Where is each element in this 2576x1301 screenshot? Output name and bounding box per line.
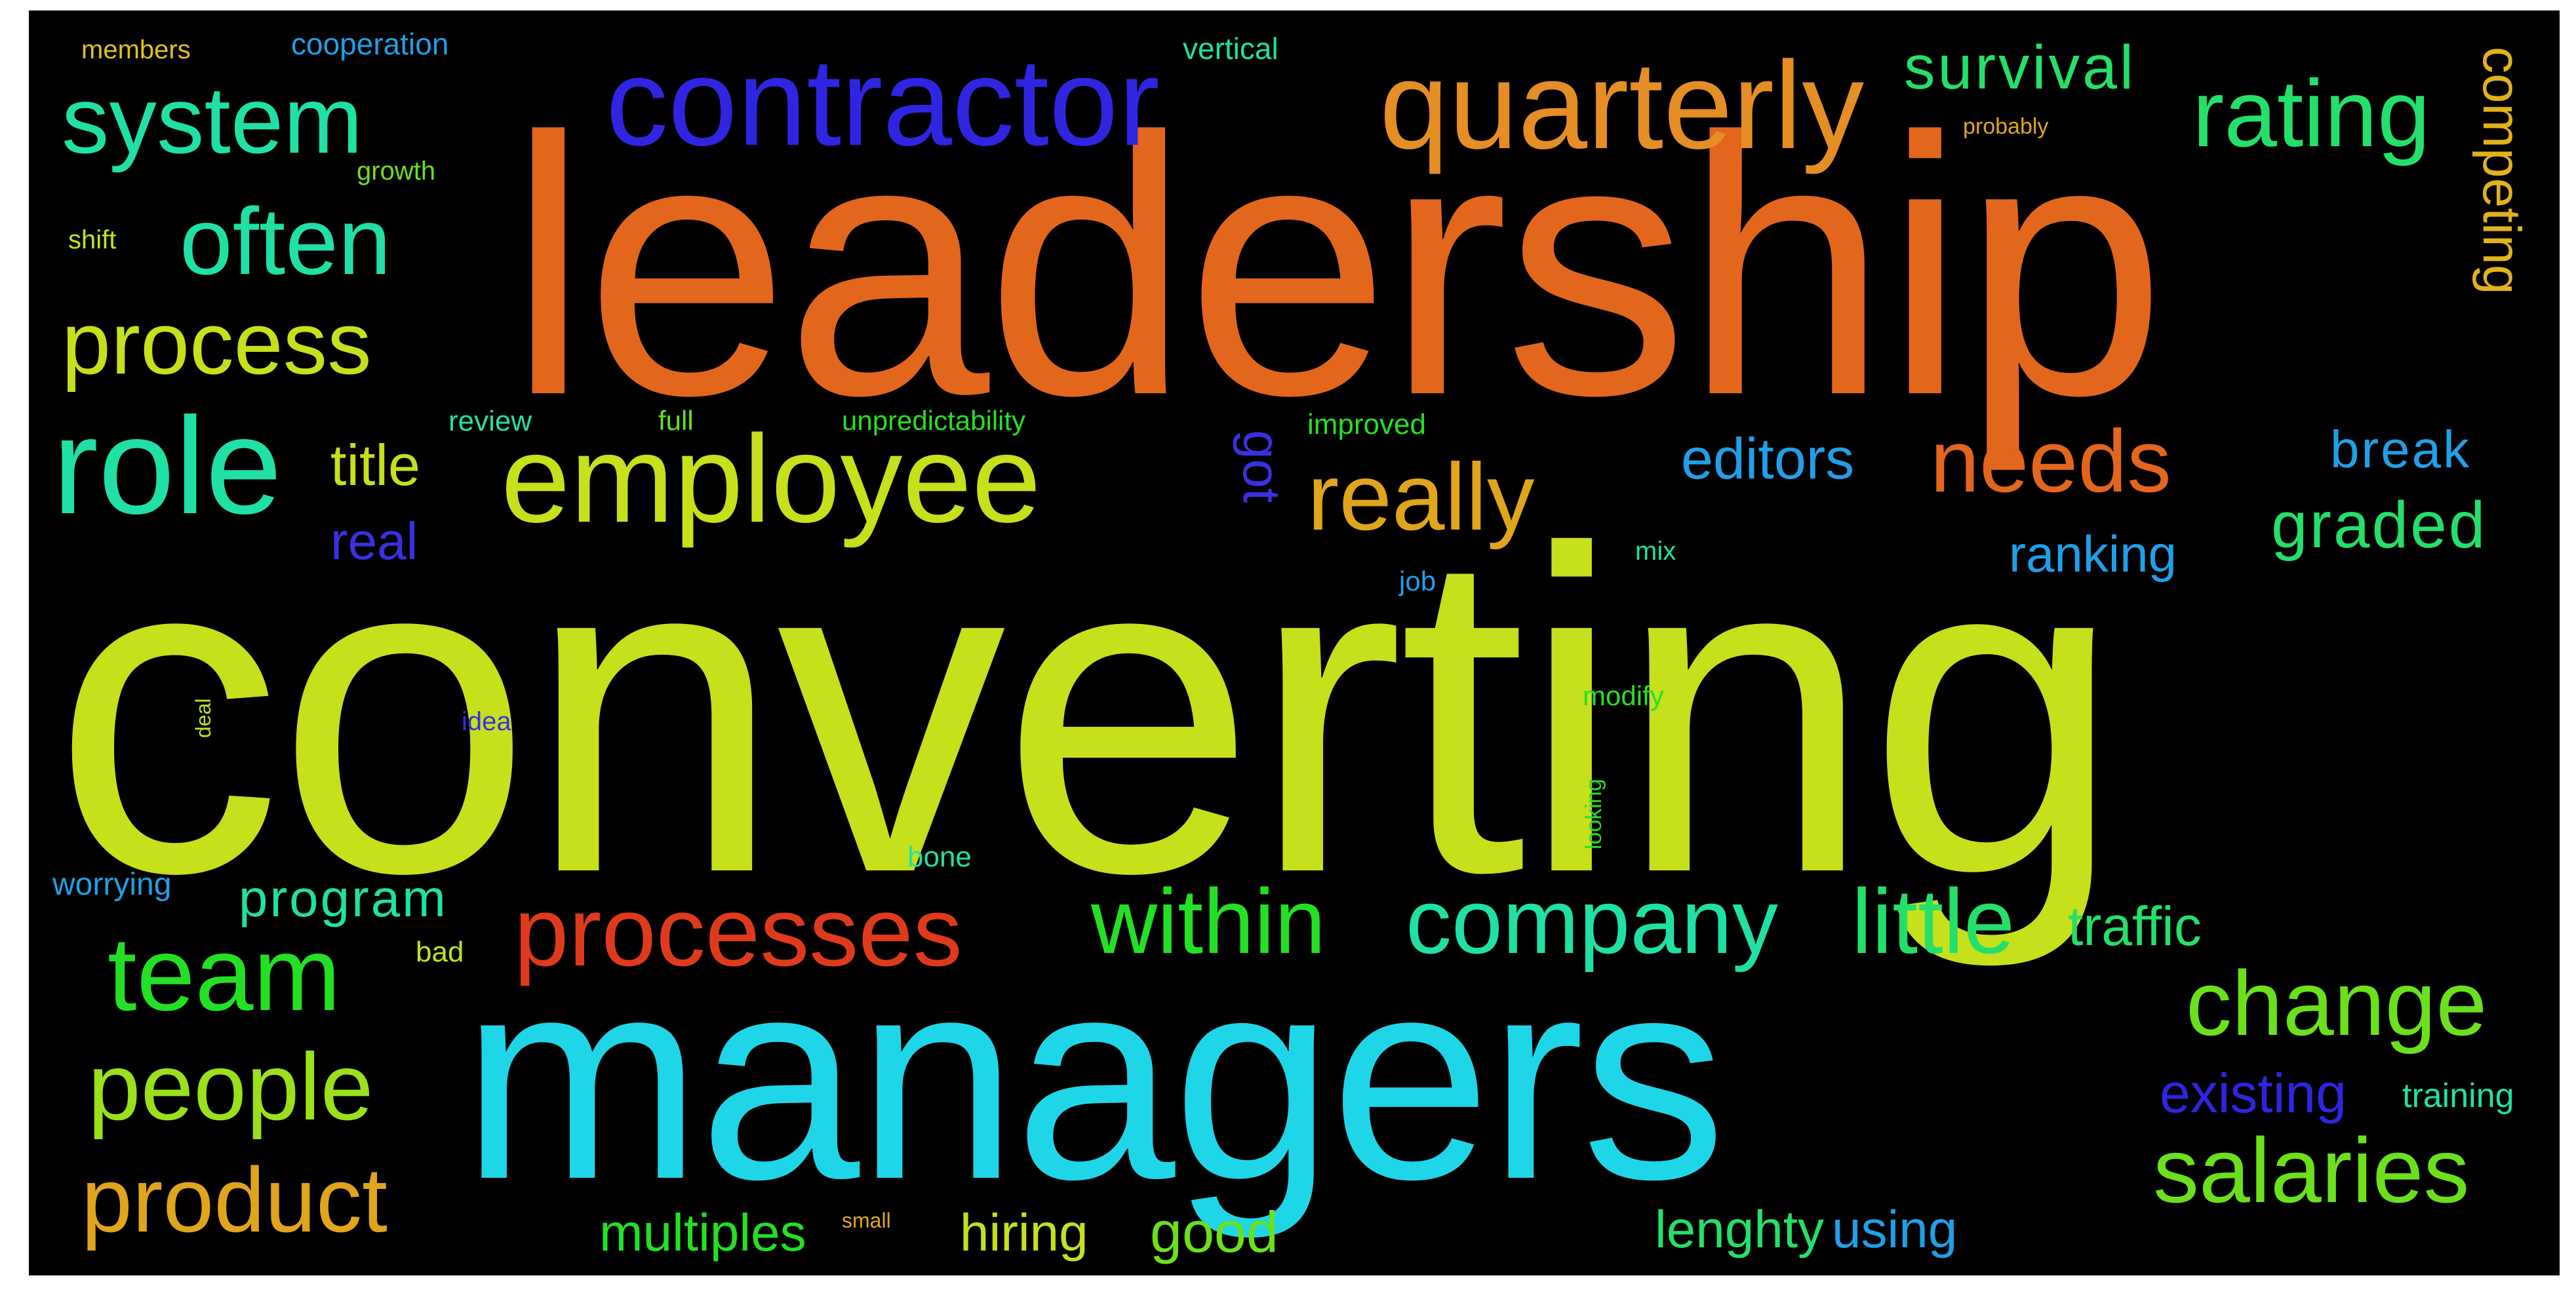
word-process: process xyxy=(62,294,372,393)
word-cooperation: cooperation xyxy=(291,27,449,61)
word-processes: processes xyxy=(514,876,962,986)
word-ranking: ranking xyxy=(2009,525,2177,583)
word-training: training xyxy=(2402,1077,2514,1115)
word-title: title xyxy=(330,433,420,497)
word-multiples: multiples xyxy=(599,1203,806,1262)
word-team: team xyxy=(108,915,341,1032)
word-got: got xyxy=(1233,430,1291,503)
word-program: program xyxy=(239,869,448,927)
word-traffic: traffic xyxy=(2068,895,2202,957)
word-often: often xyxy=(180,188,391,294)
word-survival: survival xyxy=(1904,33,2137,102)
word-leadership: leadership xyxy=(507,61,2166,471)
word-converting: converting xyxy=(52,456,2123,968)
word-small: small xyxy=(842,1209,891,1232)
word-shift: shift xyxy=(68,225,117,254)
word-contractor: contractor xyxy=(606,33,1160,172)
word-managers: managers xyxy=(462,918,1726,1239)
word-competing: competing xyxy=(2472,47,2531,295)
word-bad: bad xyxy=(416,936,464,968)
word-full: full xyxy=(658,405,694,436)
word-members: members xyxy=(81,35,191,64)
word-people: people xyxy=(88,1034,374,1140)
word-job: job xyxy=(1399,566,1437,596)
word-quarterly: quarterly xyxy=(1379,36,1865,175)
word-product: product xyxy=(81,1148,387,1251)
word-unpredictability: unpredictability xyxy=(842,405,1026,436)
word-little: little xyxy=(1852,870,2015,973)
word-role: role xyxy=(52,389,283,543)
word-growth: growth xyxy=(357,157,436,185)
word-review: review xyxy=(448,405,532,437)
word-needs: needs xyxy=(1930,412,2171,511)
word-lenghty: lenghty xyxy=(1655,1200,1824,1258)
word-cloud: converting leadership managers contracto… xyxy=(29,10,2560,1275)
word-within: within xyxy=(1091,870,1326,973)
word-looking: looking xyxy=(1581,779,1606,849)
word-mix: mix xyxy=(1635,537,1676,566)
word-deal: deal xyxy=(191,698,215,739)
word-editors: editors xyxy=(1681,426,1855,491)
word-hiring: hiring xyxy=(960,1203,1088,1262)
word-modify: modify xyxy=(1583,680,1664,711)
word-probably: probably xyxy=(1963,114,2049,139)
word-bone: bone xyxy=(907,841,972,873)
word-existing: existing xyxy=(2160,1062,2347,1124)
word-employee: employee xyxy=(501,410,1041,549)
word-system: system xyxy=(62,67,363,173)
word-improved: improved xyxy=(1307,408,1426,440)
word-real: real xyxy=(330,512,418,570)
word-salaries: salaries xyxy=(2153,1119,2470,1222)
word-break: break xyxy=(2330,420,2472,478)
word-good: good xyxy=(1150,1199,1278,1264)
word-idea: idea xyxy=(462,707,511,736)
word-rating: rating xyxy=(2192,60,2430,166)
word-using: using xyxy=(1832,1200,1958,1258)
word-really: really xyxy=(1307,444,1535,550)
word-vertical: vertical xyxy=(1183,31,1278,66)
word-company: company xyxy=(1406,870,1779,973)
word-graded: graded xyxy=(2271,488,2487,562)
word-worrying: worrying xyxy=(52,867,172,902)
word-change: change xyxy=(2186,952,2487,1055)
